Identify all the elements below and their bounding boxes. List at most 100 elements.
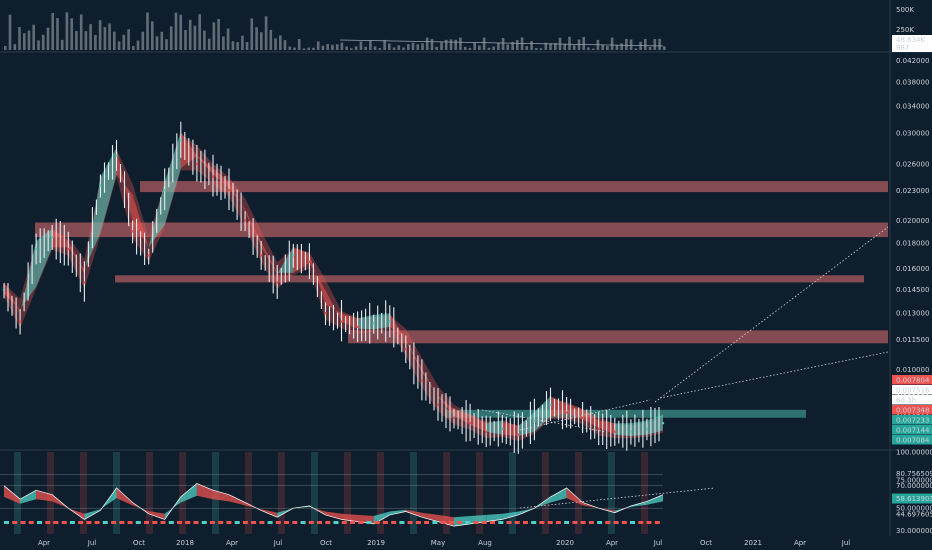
osc-strip-cell [415, 521, 421, 524]
volume-bar [23, 33, 26, 50]
volume-bar [269, 29, 273, 50]
price-point [324, 312, 327, 315]
osc-strip-cell [209, 521, 215, 524]
volume-bar [307, 47, 310, 50]
price-tag-label: 0.007804 [896, 377, 930, 385]
volume-bar [217, 18, 220, 50]
osc-strip-cell [646, 521, 652, 524]
volume-bar [506, 44, 510, 50]
price-point [227, 189, 231, 192]
osc-strip-cell [275, 521, 281, 524]
osc-strip-cell [102, 521, 108, 524]
osc-highlight [509, 452, 516, 534]
volume-bar [378, 48, 382, 50]
volume-bar [625, 38, 628, 50]
price-tick-label: 0.034000 [896, 103, 929, 111]
volume-bar [117, 41, 121, 50]
osc-strip-cell [630, 521, 635, 524]
volume-bar [136, 40, 140, 50]
osc-strip-cell [251, 521, 257, 524]
volume-tick-label: 250K [896, 26, 914, 34]
osc-strip-cell [424, 521, 430, 524]
volume-bar [335, 44, 339, 50]
volume-bar [302, 48, 306, 50]
volume-bar [203, 30, 206, 50]
time-tick-label: Jul [841, 539, 851, 547]
volume-bar [146, 12, 149, 50]
osc-highlight [47, 452, 54, 534]
time-axis-ticks: Apr Jul Oct 2018 Apr Jul Oct 2019 May Aug 2020 Apr J… [38, 539, 850, 547]
osc-strip-cell [350, 521, 355, 524]
time-tick-label: 2020 [556, 539, 574, 547]
volume-bar [174, 12, 178, 51]
volume-bar [568, 36, 571, 50]
price-point [147, 254, 150, 257]
osc-strip-cell [523, 521, 528, 524]
volume-bar [364, 46, 367, 50]
osc-strip-cell [580, 521, 586, 524]
price-tick-label: 0.010000 [896, 366, 929, 374]
resistance-zones [35, 181, 888, 418]
osc-strip-cell [621, 521, 627, 524]
price-point [485, 430, 488, 433]
volume-bar [525, 46, 529, 50]
volume-bar [582, 37, 585, 50]
volume-bar [497, 42, 500, 50]
volume-bar [468, 47, 472, 50]
price-point [18, 320, 22, 323]
osc-strip-cell [514, 521, 520, 524]
volume-bar [94, 35, 97, 50]
price-tag-label: 0.007516 [896, 387, 930, 395]
osc-segment [421, 512, 438, 522]
volume-bar [132, 46, 135, 50]
price-point [436, 403, 440, 406]
osc-segment [196, 483, 213, 500]
price-point [308, 260, 311, 263]
osc-strip-cell [242, 521, 248, 524]
osc-strip-cell [218, 521, 224, 524]
volume-bar [615, 45, 619, 50]
osc-highlight [179, 452, 186, 534]
osc-strip-cell [498, 521, 504, 524]
osc-strip-cell [4, 521, 9, 524]
volume-bar [245, 42, 249, 50]
price-tag-label: 0.007144 [896, 427, 930, 435]
osc-strip-cell [160, 521, 166, 524]
volume-bar [629, 39, 633, 50]
osc-tick-label: 50.000000 [896, 505, 932, 513]
osc-strip-cell [111, 521, 117, 524]
osc-strip-cell [45, 521, 51, 524]
osc-strip-cell [20, 521, 26, 524]
volume-bar [207, 38, 211, 50]
osc-highlight [278, 452, 285, 534]
price-tag-bg [892, 415, 932, 425]
volume-bar [610, 37, 614, 50]
osc-strip-cell [127, 521, 133, 524]
osc-strip-cell [547, 521, 553, 524]
time-tick-label: 2019 [367, 539, 385, 547]
osc-strip-cell [440, 521, 446, 524]
osc-highlight [575, 452, 582, 534]
osc-highlight [344, 452, 351, 534]
volume-bar [369, 40, 372, 50]
price-point [629, 430, 633, 433]
osc-strip-cell [597, 521, 603, 524]
osc-segment [389, 509, 406, 515]
osc-tick-label: 100.000000 [896, 449, 932, 457]
volume-bar [482, 37, 486, 50]
volume-bar [430, 38, 434, 50]
time-tick-label: Apr [606, 539, 618, 547]
osc-strip-cell [144, 521, 149, 524]
volume-bar [516, 40, 519, 50]
volume-bar [70, 18, 73, 50]
osc-strip-cell [325, 521, 331, 524]
volume-bar [264, 16, 268, 50]
time-tick-label: Apr [226, 539, 238, 547]
osc-strip-cell [201, 521, 207, 524]
price-point [179, 139, 182, 142]
osc-highlight [146, 452, 153, 534]
osc-highlight [80, 452, 87, 534]
volume-bar [397, 45, 401, 50]
volume-bar [260, 32, 263, 50]
